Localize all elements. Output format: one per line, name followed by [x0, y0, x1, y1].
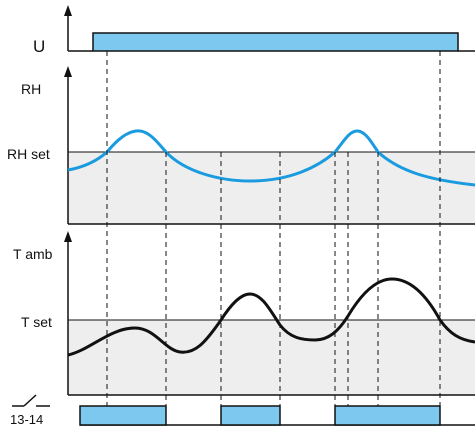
t-below-setpoint-area	[68, 320, 475, 395]
rh-set-label: RH set	[7, 146, 50, 162]
t-amb-label: T amb	[13, 246, 53, 262]
contact-closed-pulse	[220, 405, 281, 426]
rh-curve	[67, 129, 475, 187]
contact-closed-pulse	[79, 405, 167, 426]
u-axis-arrow	[64, 5, 72, 16]
rh-label: RH	[21, 81, 41, 97]
timing-markers	[106, 51, 441, 406]
u-label: U	[33, 37, 45, 56]
supply-voltage-pulse	[92, 32, 459, 52]
temperature-panel: T amb T set	[13, 231, 475, 396]
supply-voltage-panel: U	[33, 5, 475, 56]
humidity-panel: RH RH set	[7, 66, 475, 225]
t-amb-axis-arrow	[64, 231, 72, 242]
t-set-label: T set	[21, 314, 52, 330]
contact-switch-icon	[12, 394, 50, 407]
rh-below-setpoint-area	[68, 152, 475, 224]
relay-contact-panel: 13-14	[10, 394, 475, 427]
rh-axis-arrow	[64, 66, 72, 77]
contact-closed-pulse	[334, 405, 441, 426]
contact-label: 13-14	[10, 412, 43, 427]
